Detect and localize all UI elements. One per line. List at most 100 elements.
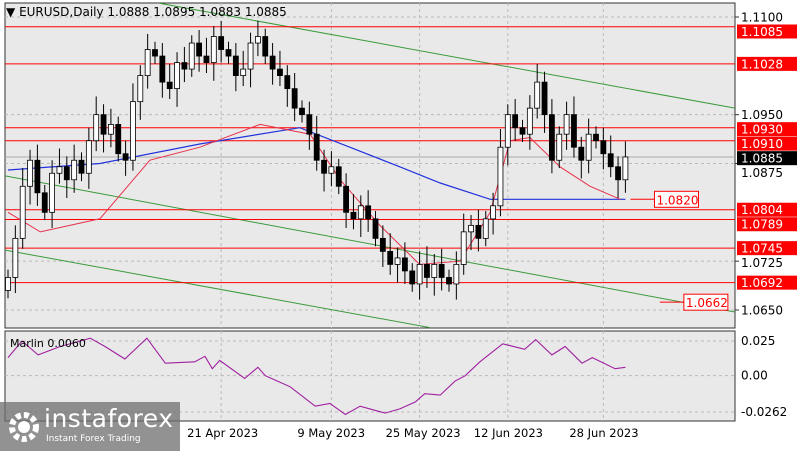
main-plot: 1.0820 1.0662 bbox=[5, 3, 735, 328]
candle bbox=[49, 172, 55, 213]
candle bbox=[556, 133, 563, 161]
candle bbox=[585, 133, 592, 161]
candle bbox=[321, 159, 327, 174]
candle bbox=[174, 62, 180, 90]
level-label-bg bbox=[737, 24, 797, 39]
x-tick-label: 28 Jun 2023 bbox=[569, 426, 638, 440]
candle bbox=[100, 114, 107, 135]
price-label-box bbox=[653, 190, 699, 208]
level-label-bg bbox=[737, 202, 797, 217]
candle bbox=[71, 159, 78, 181]
current-price-label: 1.0885 bbox=[741, 152, 783, 166]
level-label-bg bbox=[737, 122, 797, 137]
candle bbox=[56, 166, 63, 174]
candle bbox=[63, 166, 70, 181]
candle bbox=[379, 237, 386, 252]
candle bbox=[549, 114, 555, 161]
symbol-label: EURUSD,Daily bbox=[19, 5, 104, 19]
candle bbox=[409, 270, 416, 285]
level-label: 1.1028 bbox=[741, 57, 783, 71]
candle bbox=[600, 140, 607, 155]
candle bbox=[504, 114, 511, 148]
x-tick-label: 25 May 2023 bbox=[386, 426, 461, 440]
candle bbox=[166, 81, 173, 90]
level-label-bg bbox=[737, 217, 797, 232]
candle bbox=[431, 264, 438, 278]
candle bbox=[343, 185, 350, 213]
ohlc-values: 1.0888 1.0895 1.0883 1.0885 bbox=[107, 5, 287, 19]
price-label-box bbox=[683, 293, 729, 311]
candle bbox=[284, 75, 291, 90]
level-label: 1.0745 bbox=[741, 242, 783, 256]
candle bbox=[181, 62, 188, 70]
candle bbox=[12, 237, 19, 278]
price-label: 1.0662 bbox=[686, 296, 728, 310]
candle bbox=[5, 277, 11, 291]
candle bbox=[306, 114, 313, 135]
instaforex-watermark: instaforex Instant Forex Trading bbox=[0, 402, 180, 451]
candle bbox=[468, 224, 474, 233]
candle bbox=[115, 124, 122, 155]
candle bbox=[299, 107, 305, 116]
candle bbox=[232, 55, 239, 76]
candle bbox=[438, 264, 445, 278]
candle bbox=[578, 146, 585, 161]
candle bbox=[108, 124, 114, 135]
candle bbox=[475, 224, 482, 239]
candle bbox=[269, 55, 276, 70]
level-label: 1.0910 bbox=[741, 137, 783, 151]
x-tick-label: 9 May 2023 bbox=[297, 426, 365, 440]
candle bbox=[27, 159, 33, 187]
candle bbox=[607, 153, 614, 168]
watermark-brand: instaforex bbox=[44, 404, 174, 433]
candle bbox=[335, 166, 342, 187]
candle bbox=[526, 107, 533, 135]
candle bbox=[372, 218, 379, 239]
price-label: 1.0820 bbox=[656, 193, 698, 207]
channel-line bbox=[160, 3, 735, 109]
candle bbox=[210, 36, 217, 63]
candle bbox=[19, 185, 26, 239]
indicator-tick-label: 0.00 bbox=[741, 369, 768, 383]
candle bbox=[240, 68, 247, 77]
candle bbox=[424, 264, 430, 278]
candle bbox=[254, 36, 261, 44]
candle bbox=[350, 211, 357, 220]
candle bbox=[622, 156, 629, 181]
candle bbox=[512, 114, 519, 129]
candle bbox=[130, 101, 136, 161]
x-tick-label: 21 Apr 2023 bbox=[187, 426, 258, 440]
candle bbox=[534, 81, 541, 109]
level-label-bg bbox=[737, 56, 797, 71]
candle bbox=[93, 114, 100, 142]
price-tick-label: 1.0725 bbox=[741, 256, 783, 270]
watermark-tagline: Instant Forex Trading bbox=[46, 434, 141, 444]
price-tick-label: 1.1100 bbox=[741, 11, 783, 25]
candle bbox=[85, 140, 92, 174]
candle bbox=[328, 166, 335, 174]
channel-line bbox=[5, 175, 735, 313]
candle bbox=[453, 264, 460, 285]
candle bbox=[401, 257, 408, 272]
candle bbox=[203, 55, 210, 63]
candle bbox=[482, 218, 489, 239]
gear-logo-icon bbox=[9, 412, 39, 442]
dropdown-triangle-icon[interactable]: ▼ bbox=[6, 5, 16, 19]
candle bbox=[277, 68, 283, 77]
candle bbox=[593, 133, 599, 142]
candle bbox=[196, 42, 203, 57]
candle bbox=[247, 42, 254, 70]
candle bbox=[34, 159, 41, 194]
candle bbox=[519, 127, 526, 135]
candle bbox=[225, 49, 232, 57]
x-tick-label: 12 Jun 2023 bbox=[474, 426, 543, 440]
channel-line bbox=[5, 249, 430, 328]
candle bbox=[541, 81, 548, 116]
candle bbox=[152, 49, 158, 57]
candle bbox=[137, 75, 144, 103]
level-label-bg bbox=[737, 275, 797, 290]
candle bbox=[615, 166, 621, 181]
current-price-bg bbox=[737, 151, 797, 166]
